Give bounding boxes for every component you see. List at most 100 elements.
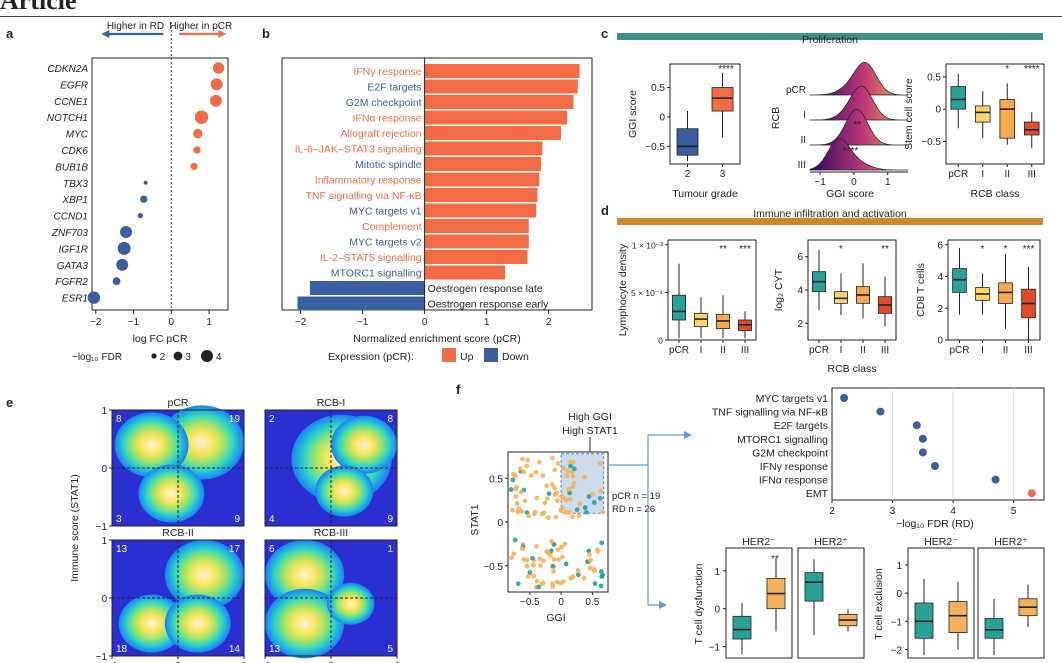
tick-label: 1 <box>101 406 107 417</box>
density-blob <box>315 465 374 517</box>
box <box>676 128 699 156</box>
ridge-density <box>809 108 909 146</box>
gene-point <box>190 162 198 171</box>
sig-mark: **** <box>718 64 734 75</box>
sig-mark: ** <box>771 554 779 565</box>
density-blob <box>265 588 345 659</box>
sample-point <box>545 515 551 521</box>
nes-bar <box>424 234 529 249</box>
sample-point <box>542 500 548 506</box>
sample-point <box>571 466 577 472</box>
ridge-group-label: I <box>803 110 806 121</box>
tick-label: 0.5 <box>651 83 665 94</box>
panel-label-d: d <box>601 203 609 218</box>
density-blob <box>331 415 397 474</box>
quadrant-count: 13 <box>116 544 128 555</box>
pathway-point <box>918 434 927 443</box>
category-label: III <box>741 345 749 356</box>
legend-title-a: −log₁₀ FDR <box>72 352 122 363</box>
xlabel-b: Normalized enrichment score (pCR) <box>353 333 520 345</box>
category-label: III <box>881 345 889 356</box>
ylabel-cyt: log₂ CYT <box>773 268 785 311</box>
gene-label: CCNE1 <box>54 97 88 108</box>
sample-point <box>570 473 576 479</box>
xlabel-c-grade: Tumour grade <box>672 188 738 200</box>
xlabel-a: log FC pCR <box>133 333 188 345</box>
pathway-label-f: IFNα response <box>759 475 828 487</box>
sample-point <box>581 575 587 581</box>
density-blob <box>164 540 244 610</box>
tick-label: −1 <box>96 522 108 533</box>
plot-frame-b <box>281 57 593 311</box>
nes-bar <box>297 296 425 311</box>
panel-label-c: c <box>601 26 608 41</box>
quadrant-count: 5 <box>387 644 393 655</box>
sample-point <box>565 468 571 474</box>
band-title-c: Proliferation <box>802 34 858 46</box>
tick-label: −2 <box>891 646 903 657</box>
tick-label: 1 <box>394 661 400 663</box>
sample-point <box>582 474 588 480</box>
box <box>672 294 687 321</box>
sample-point <box>511 471 516 477</box>
box <box>984 618 1004 639</box>
tick-label: 0 <box>714 605 720 616</box>
high-ggi-region <box>560 453 605 514</box>
pathway-point <box>876 407 885 416</box>
category-label: II <box>1003 345 1009 356</box>
tick-label-b: −1 <box>357 317 369 328</box>
tick-label-a: −2 <box>90 317 102 328</box>
legend-label-up: Up <box>460 351 474 363</box>
sample-point <box>551 568 556 574</box>
sample-point <box>522 498 528 504</box>
quadrant-title: RCB-II <box>162 527 194 539</box>
pathway-label: Inflammatory response <box>315 175 422 187</box>
annotation-high-stat1: High STAT1 <box>562 425 618 437</box>
category-label: 3 <box>720 169 726 180</box>
sample-point <box>515 509 521 515</box>
sample-point <box>559 494 564 499</box>
sample-point <box>512 537 518 543</box>
gene-label: EGFR <box>60 80 88 91</box>
sample-point <box>509 507 515 513</box>
pathway-label: IFNα response <box>352 113 421 125</box>
box <box>834 291 849 304</box>
sample-point <box>524 463 530 469</box>
sample-point <box>514 501 520 506</box>
tick-label: 1 <box>101 536 107 547</box>
tick-label: 0 <box>101 594 107 605</box>
sample-point <box>526 513 531 519</box>
gene-point <box>117 241 131 255</box>
tick-label: 0.5 <box>585 597 599 608</box>
ylabel-exc: T cell exclusion <box>873 568 885 640</box>
tick-label: −0.5 <box>520 597 540 608</box>
tick-label: 1 <box>896 561 902 572</box>
panel-label-a: a <box>6 26 14 41</box>
density-blob <box>265 540 345 610</box>
tick-label: 1 <box>241 661 247 663</box>
box <box>999 99 1016 139</box>
nes-bar <box>424 203 537 218</box>
sample-point <box>571 480 577 486</box>
sample-point <box>567 496 573 502</box>
box <box>1024 121 1040 136</box>
tick-label: 6 <box>937 240 943 251</box>
pathway-label: Allograft rejection <box>340 128 421 140</box>
quadrant-count: 4 <box>269 514 275 525</box>
sample-point <box>525 457 531 463</box>
sample-point <box>563 561 569 567</box>
category-label: I <box>981 169 984 180</box>
annotation-high-ggi: High GGI <box>568 411 612 423</box>
sample-point <box>587 565 593 571</box>
sample-point <box>587 552 592 557</box>
tick-label-a: −1 <box>128 317 140 328</box>
pathway-point <box>991 475 1000 484</box>
sample-point <box>575 568 581 573</box>
sample-point <box>600 572 606 578</box>
tick-label-b: 2 <box>546 317 552 328</box>
legend-swatch-up <box>442 348 456 362</box>
plot-frame-a <box>91 57 229 311</box>
sample-point <box>551 556 557 562</box>
sample-point <box>544 483 550 489</box>
gene-label: CDK6 <box>61 146 88 157</box>
